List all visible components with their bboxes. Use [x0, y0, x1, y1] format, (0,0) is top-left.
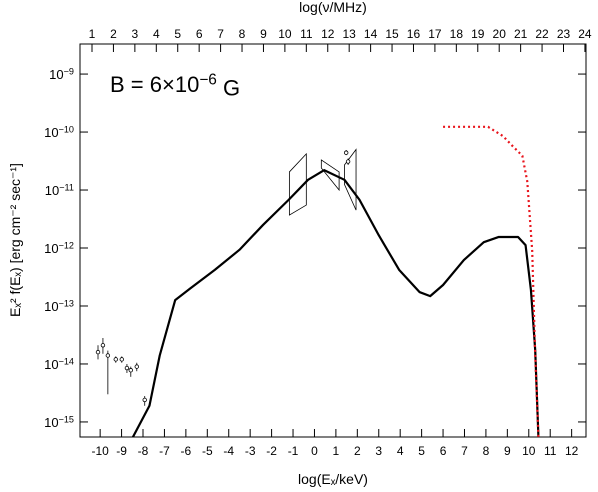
x2-tick-label: 5	[174, 27, 181, 41]
x2-tick-label: 21	[514, 27, 528, 41]
x-tick-label: 1	[333, 444, 340, 458]
y-tick-label: 10−12	[44, 240, 74, 256]
annotation: B = 6×10−6 G	[110, 71, 240, 100]
x2-tick-label: 1	[89, 27, 96, 41]
x-tick-label: -4	[223, 444, 234, 458]
x2-tick-label: 10	[278, 27, 292, 41]
x2-tick-label: 9	[260, 27, 267, 41]
x-tick-label: -7	[159, 444, 170, 458]
x2-tick-label: 14	[364, 27, 378, 41]
data-point	[100, 343, 106, 348]
spectrum-bowtie	[344, 148, 357, 211]
y-tick-label: 10−9	[49, 67, 74, 83]
x-tick-label: 7	[461, 444, 468, 458]
data-point	[142, 397, 147, 403]
x2-tick-label: 23	[557, 27, 571, 41]
plot-area	[95, 125, 540, 437]
x2-tick-label: 11	[300, 27, 313, 41]
x-tick-label: 9	[504, 444, 511, 458]
x-tick-label: 3	[375, 444, 382, 458]
x-tick-label: -10	[91, 444, 109, 458]
data-point	[105, 353, 111, 358]
x2-tick-label: 13	[343, 27, 357, 41]
data-point	[343, 150, 349, 155]
x-tick-label: -5	[202, 444, 213, 458]
x-tick-label: 2	[354, 444, 361, 458]
data-point	[113, 357, 118, 362]
y-axis-label: Eₓ² f(Eₓ) [erg cm⁻² sec⁻¹]	[7, 163, 23, 317]
x-tick-label: 11	[544, 444, 557, 458]
x-tick-label: -1	[288, 444, 299, 458]
x2-tick-label: 3	[132, 27, 139, 41]
y-tick-label: 10−10	[44, 124, 74, 140]
x2-tick-label: 20	[493, 27, 507, 41]
x-tick-label: 12	[565, 444, 579, 458]
x2-tick-label: 4	[153, 27, 160, 41]
x-tick-label: -8	[138, 444, 149, 458]
x2-tick-label: 15	[385, 27, 399, 41]
y-tick-label: 10−15	[44, 414, 74, 430]
x2-tick-label: 6	[196, 27, 203, 41]
y-tick-label: 10−13	[44, 298, 74, 314]
data-point	[124, 365, 130, 371]
x-tick-label: 4	[397, 444, 404, 458]
x2-tick-label: 17	[428, 27, 442, 41]
x2-tick-label: 2	[110, 27, 117, 41]
y-tick-label: 10−14	[44, 356, 74, 372]
x-tick-label: 8	[483, 444, 490, 458]
model-curve	[131, 169, 540, 437]
data-point	[95, 349, 101, 355]
x-tick-label: 10	[522, 444, 536, 458]
x2-tick-label: 18	[450, 27, 464, 41]
x2-tick-label: 22	[535, 27, 549, 41]
x2-tick-label: 7	[217, 27, 224, 41]
data-point	[119, 357, 124, 362]
x-tick-label: 0	[311, 444, 318, 458]
x-tick-label: 5	[418, 444, 425, 458]
x-tick-label: -3	[245, 444, 256, 458]
data-point	[345, 159, 351, 164]
data-point	[128, 368, 133, 373]
spectrum-bowtie	[320, 159, 340, 192]
plot-frame	[79, 43, 587, 438]
spectrum-bowtie	[288, 152, 307, 216]
data-point	[134, 364, 139, 369]
x2-tick-label: 24	[578, 27, 592, 41]
x-axis-label: log(Eₓ/keV)	[298, 471, 368, 487]
x-tick-label: -6	[181, 444, 192, 458]
x2-axis-label: log(ν/MHz)	[299, 0, 367, 15]
x2-tick-label: 16	[407, 27, 421, 41]
y-tick-label: 10−11	[45, 182, 74, 198]
x2-tick-label: 12	[321, 27, 335, 41]
x2-tick-label: 8	[239, 27, 246, 41]
x-tick-label: -2	[266, 444, 277, 458]
x-tick-label: 6	[440, 444, 447, 458]
x2-tick-label: 19	[471, 27, 485, 41]
model-curve	[443, 125, 540, 437]
x-tick-label: -9	[116, 444, 127, 458]
